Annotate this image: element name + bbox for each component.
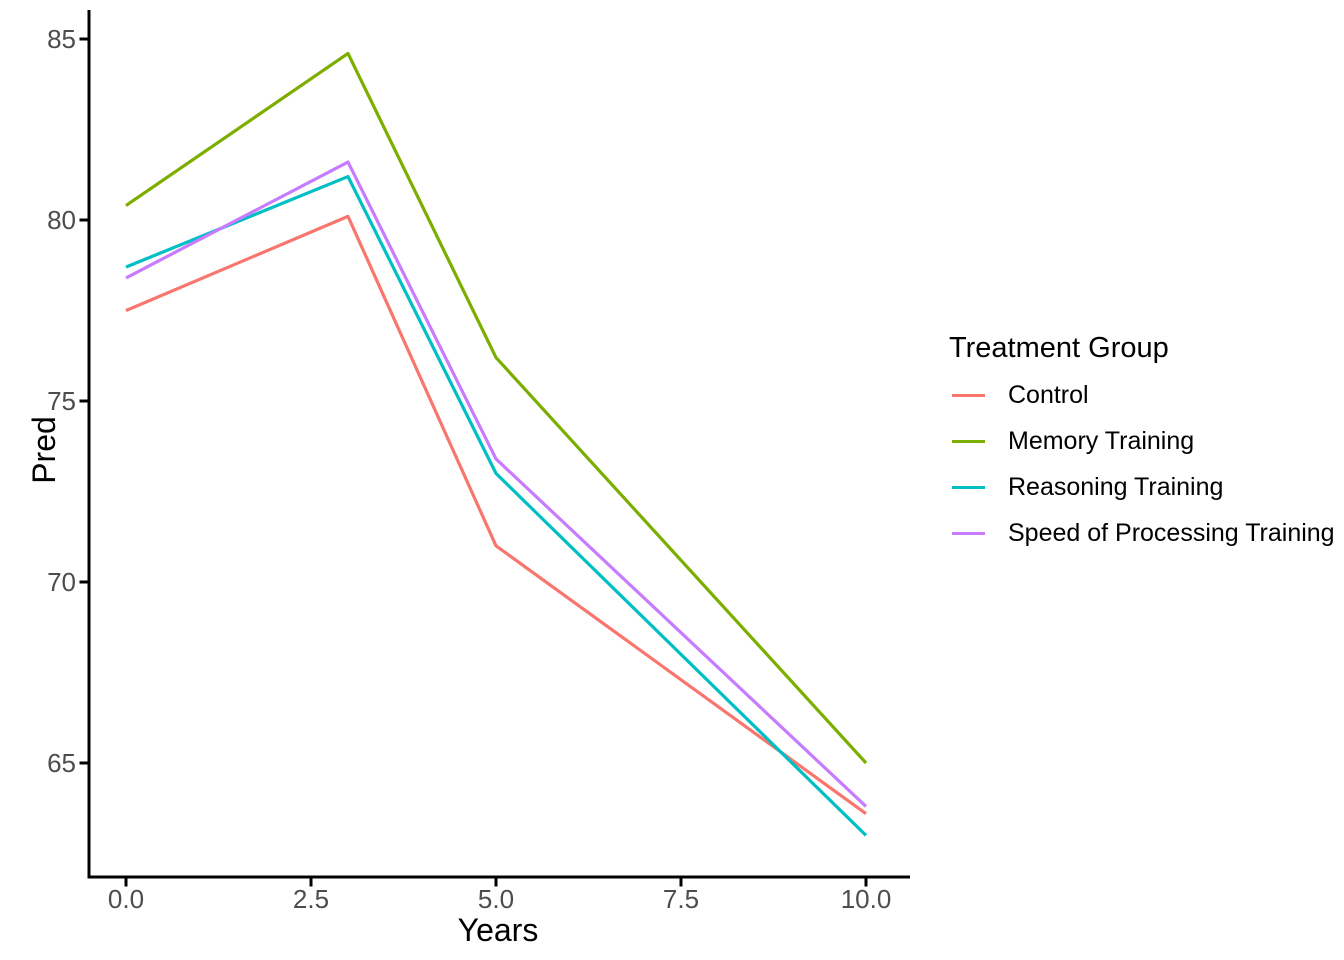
legend-label: Speed of Processing Training [1008,519,1335,548]
legend-item-memory-training: Memory Training [949,419,1339,465]
legend-item-reasoning-training: Reasoning Training [949,465,1339,511]
legend: Treatment Group Control Memory Training … [949,331,1339,557]
legend-label: Reasoning Training [1008,473,1224,502]
legend-label: Control [1008,381,1089,410]
y-axis-title: Pred [26,416,62,484]
legend-label: Memory Training [1008,427,1195,456]
x-tick-label: 5.0 [478,884,514,914]
y-tick-label: 75 [47,386,76,416]
legend-title: Treatment Group [949,332,1169,364]
x-tick-label: 0.0 [108,884,144,914]
legend-key-line-icon [952,394,985,398]
series-line-3 [125,160,868,808]
series-line-0 [125,214,867,815]
series-line-1 [125,51,868,765]
series-line-2 [125,174,868,837]
y-tick-label: 65 [47,748,76,778]
x-tick-label: 2.5 [293,884,329,914]
legend-item-control: Control [949,373,1339,419]
y-tick-label: 80 [47,205,76,235]
x-tick-label: 7.5 [663,884,699,914]
x-axis-title: Years [457,912,539,948]
legend-key-line-icon [952,532,985,536]
legend-key-line-icon [952,486,985,490]
legend-key-line-icon [952,440,985,444]
y-tick-label: 70 [47,567,76,597]
y-tick-label: 85 [47,24,76,54]
x-tick-label: 10.0 [841,884,892,914]
legend-item-speed-of-processing-training: Speed of Processing Training [949,511,1339,557]
